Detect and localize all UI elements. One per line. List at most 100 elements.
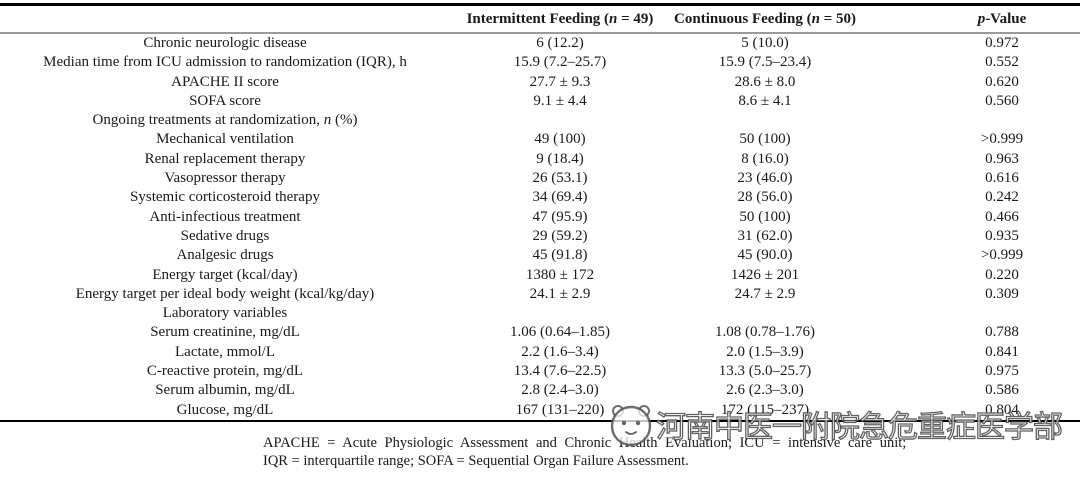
p-value-cell: 0.972 bbox=[985, 35, 1019, 51]
table-row: Energy target per ideal body weight (kca… bbox=[0, 285, 1080, 304]
row-label-cell: Energy target (kcal/day) bbox=[0, 266, 450, 285]
row-label-cell: Mechanical ventilation bbox=[0, 130, 450, 149]
text-part: Laboratory variables bbox=[162, 305, 288, 322]
p-value-cell: 0.841 bbox=[985, 343, 1019, 360]
row-label-cell: APACHE II score bbox=[0, 73, 450, 92]
intermittent-value-cell: 29 (59.2) bbox=[532, 227, 588, 244]
text-part: Intermittent Feeding ( bbox=[466, 10, 610, 27]
text-part: Chronic neurologic disease bbox=[143, 35, 307, 51]
p-value-cell: 0.586 bbox=[985, 382, 1019, 399]
text-part: -Value bbox=[985, 10, 1027, 27]
intermittent-value-cell: 6 (12.2) bbox=[536, 35, 584, 51]
intermittent-value-cell bbox=[450, 111, 670, 130]
table-row: Laboratory variables bbox=[0, 304, 1080, 323]
text-part: Glucose, mg/dL bbox=[176, 401, 274, 418]
text-part: Serum creatinine, mg/dL bbox=[150, 324, 300, 341]
text-part: Energy target (kcal/day) bbox=[152, 266, 298, 283]
continuous-value-cell: 23 (46.0) bbox=[737, 170, 793, 187]
table-row: Renal replacement therapy 9 (18.4) 8 (16.0… bbox=[0, 150, 1080, 169]
row-label-cell: Chronic neurologic disease bbox=[0, 33, 450, 53]
intermittent-value-cell: 27.7 ± 9.3 bbox=[529, 73, 591, 90]
text-part: APACHE II score bbox=[171, 73, 279, 90]
footnote-line-2: IQR = interquartile range; SOFA = Sequen… bbox=[263, 452, 689, 469]
table-row: Serum creatinine, mg/dL 1.06 (0.64–1.85) 1… bbox=[0, 323, 1080, 342]
continuous-value-cell: 28 (56.0) bbox=[737, 189, 793, 206]
continuous-value-cell: 8.6 ± 4.1 bbox=[738, 92, 792, 109]
table-row: Mechanical ventilation 49 (100) 50 (100) >0… bbox=[0, 130, 1080, 149]
table-row: Lactate, mmol/L 2.2 (1.6–3.4) 2.0 (1.5–3.9… bbox=[0, 343, 1080, 362]
baseline-characteristics-table: Intermittent Feeding (n = 49) Continuous… bbox=[0, 3, 1080, 422]
continuous-value-cell: 24.7 ± 2.9 bbox=[734, 285, 796, 302]
row-label-cell: C-reactive protein, mg/dL bbox=[0, 362, 450, 381]
intermittent-value-cell: 47 (95.9) bbox=[532, 208, 588, 225]
p-value-cell: >0.999 bbox=[980, 247, 1024, 264]
table-row: Energy target (kcal/day) 1380 ± 172 1426 ±… bbox=[0, 266, 1080, 285]
continuous-value-cell: 1426 ± 201 bbox=[730, 266, 800, 283]
table-row: Median time from ICU admission to random… bbox=[0, 53, 1080, 72]
p-value-cell: 0.560 bbox=[985, 92, 1019, 109]
table-row: Serum albumin, mg/dL 2.8 (2.4–3.0) 2.6 (2.… bbox=[0, 381, 1080, 400]
row-label-cell: Laboratory variables bbox=[0, 304, 450, 323]
intermittent-value-cell: 2.8 (2.4–3.0) bbox=[521, 382, 599, 399]
table-row: C-reactive protein, mg/dL 13.4 (7.6–22.5)… bbox=[0, 362, 1080, 381]
intermittent-value-cell: 15.9 (7.2–25.7) bbox=[513, 54, 607, 71]
column-header-empty bbox=[0, 4, 450, 34]
text-part: Energy target per ideal body weight (kca… bbox=[75, 285, 375, 302]
intermittent-value-cell: 167 (131–220) bbox=[515, 401, 605, 418]
continuous-value-cell: 1.08 (0.78–1.76) bbox=[715, 324, 815, 341]
text-part: Sedative drugs bbox=[180, 227, 270, 244]
table-row: Chronic neurologic disease 6 (12.2) 5 (10.… bbox=[0, 33, 1080, 53]
row-label-cell: Lactate, mmol/L bbox=[0, 343, 450, 362]
intermittent-value-cell: 49 (100) bbox=[534, 131, 586, 148]
continuous-value-cell: 5 (10.0) bbox=[741, 35, 789, 51]
text-part: (%) bbox=[331, 112, 358, 129]
p-value-cell: >0.999 bbox=[980, 131, 1024, 148]
p-value-cell bbox=[860, 111, 1080, 130]
p-value-cell: 0.788 bbox=[985, 324, 1019, 341]
row-label-cell: Anti-infectious treatment bbox=[0, 208, 450, 227]
row-label-cell: Serum creatinine, mg/dL bbox=[0, 323, 450, 342]
row-label-cell: Vasopressor therapy bbox=[0, 169, 450, 188]
footnote-line-1: APACHE = Acute Physiologic Assessment an… bbox=[263, 435, 907, 451]
row-label-cell: SOFA score bbox=[0, 92, 450, 111]
column-header-p-value: p-Value bbox=[860, 4, 1080, 34]
intermittent-value-cell bbox=[450, 304, 670, 323]
table-header: Intermittent Feeding (n = 49) Continuous… bbox=[0, 4, 1080, 34]
italic-text-part: n bbox=[811, 10, 820, 27]
italic-text-part: n bbox=[323, 112, 332, 129]
continuous-value-cell: 28.6 ± 8.0 bbox=[734, 73, 796, 90]
row-label-cell: Median time from ICU admission to random… bbox=[0, 53, 450, 72]
text-part: Analgesic drugs bbox=[176, 247, 274, 264]
intermittent-value-cell: 45 (91.8) bbox=[532, 247, 588, 264]
continuous-value-cell: 13.3 (5.0–25.7) bbox=[718, 363, 812, 380]
text-part: Median time from ICU admission to random… bbox=[43, 54, 407, 71]
intermittent-value-cell: 24.1 ± 2.9 bbox=[529, 285, 591, 302]
p-value-cell: 0.804 bbox=[985, 401, 1019, 418]
row-label-cell: Analgesic drugs bbox=[0, 246, 450, 265]
intermittent-value-cell: 26 (53.1) bbox=[532, 170, 588, 187]
text-part: SOFA score bbox=[189, 92, 261, 109]
text-part: = 50) bbox=[819, 10, 856, 27]
text-part: = 49) bbox=[617, 10, 654, 27]
continuous-value-cell: 2.6 (2.3–3.0) bbox=[726, 382, 804, 399]
row-label-cell: Serum albumin, mg/dL bbox=[0, 381, 450, 400]
continuous-value-cell: 50 (100) bbox=[739, 131, 791, 148]
intermittent-value-cell: 9.1 ± 4.4 bbox=[533, 92, 587, 109]
continuous-value-cell bbox=[670, 111, 860, 130]
table-row: Anti-infectious treatment 47 (95.9) 50 (10… bbox=[0, 208, 1080, 227]
intermittent-value-cell: 9 (18.4) bbox=[536, 150, 584, 167]
text-part: Anti-infectious treatment bbox=[149, 208, 301, 225]
p-value-cell: 0.242 bbox=[985, 189, 1019, 206]
p-value-cell: 0.620 bbox=[985, 73, 1019, 90]
text-part: Systemic corticosteroid therapy bbox=[130, 189, 320, 206]
continuous-value-cell: 15.9 (7.5–23.4) bbox=[718, 54, 812, 71]
header-row: Intermittent Feeding (n = 49) Continuous… bbox=[0, 4, 1080, 34]
row-label-cell: Systemic corticosteroid therapy bbox=[0, 188, 450, 207]
intermittent-value-cell: 2.2 (1.6–3.4) bbox=[521, 343, 599, 360]
intermittent-value-cell: 34 (69.4) bbox=[532, 189, 588, 206]
table-row: Ongoing treatments at randomization, n (… bbox=[0, 111, 1080, 130]
table-row: Vasopressor therapy 26 (53.1) 23 (46.0) 0.6… bbox=[0, 169, 1080, 188]
p-value-cell: 0.466 bbox=[985, 208, 1019, 225]
continuous-value-cell: 50 (100) bbox=[739, 208, 791, 225]
intermittent-value-cell: 1.06 (0.64–1.85) bbox=[510, 324, 610, 341]
